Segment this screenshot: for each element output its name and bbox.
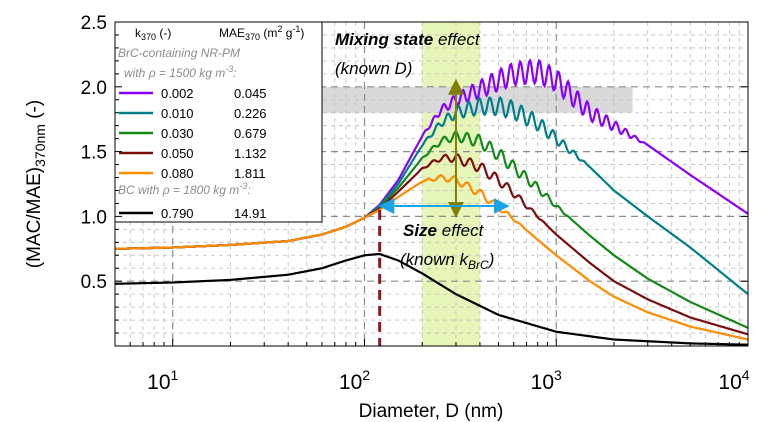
legend-col2-header-suffix: (m [260, 26, 277, 40]
mixing-title-rest: effect [433, 30, 481, 49]
legend-col1-header-suffix: (-) [156, 26, 171, 40]
series-line-k-0.790 [115, 252, 748, 346]
y-tick-label: 1.0 [81, 207, 107, 228]
legend-col2-header-sup1: 2 [277, 24, 282, 34]
y-tick-label: 0.5 [81, 272, 107, 293]
size-title-bold: Size [403, 221, 437, 240]
size-subtitle-prefix: (known k [400, 250, 470, 269]
legend-mae-value: 1.132 [234, 146, 267, 161]
size-range-band [422, 22, 480, 346]
y-tick-label: 2.5 [81, 13, 107, 34]
series-line-k-0.080 [115, 174, 748, 341]
size-title-rest: effect [437, 221, 485, 240]
legend-k-value: 0.002 [161, 86, 194, 101]
y-axis-label: (MAC/MAE)370nm (-) [24, 100, 48, 268]
mixing-annotation: Mixing state effect (known D) [335, 30, 481, 218]
legend-group1-line2-prefix: with [124, 66, 149, 80]
svg-text:with ρ = 1500 kg m-3:: with ρ = 1500 kg m-3: [124, 64, 237, 80]
series-lines [115, 58, 748, 346]
legend-group2-end: : [247, 183, 250, 197]
y-tick-label: 2.0 [81, 78, 107, 99]
legend-group1-line1: BrC-containing NR-PM [118, 46, 240, 60]
legend-col2-header-sup2: -1 [292, 24, 300, 34]
y-axis-label-sub: 370nm [32, 124, 48, 167]
svg-text:BC with ρ = 1800 kg m-3:: BC with ρ = 1800 kg m-3: [118, 181, 251, 197]
x-tick-label: 101 [147, 367, 178, 394]
legend-group2-prefix: BC with [118, 183, 163, 197]
legend-mae-value: 0.045 [234, 86, 267, 101]
legend-group2-sup: -3 [239, 181, 247, 191]
size-subtitle-sub: BrC [468, 258, 489, 272]
legend-k-value: 0.030 [161, 126, 194, 141]
mixing-title-bold: Mixing state [335, 30, 433, 49]
x-axis-label: Diameter, D (nm) [359, 401, 504, 422]
legend-group1-line2-rest: = 1500 kg m [156, 66, 226, 80]
legend-mae-value: 0.226 [234, 106, 267, 121]
legend-col2-header-end: ) [300, 26, 304, 40]
y-axis-label-suffix: (-) [24, 100, 45, 124]
legend-mae-value: 14.91 [234, 206, 267, 221]
size-annotation: Size effect (known kBrC) [378, 198, 510, 272]
x-tick-label: 104 [718, 367, 749, 394]
legend-col1-header: k [135, 26, 142, 40]
size-subtitle-end: ) [487, 250, 495, 269]
legend-k-value: 0.050 [161, 146, 194, 161]
legend-col2-header-mid: g [282, 26, 292, 40]
y-tick-label: 1.5 [81, 143, 107, 164]
legend-k-value: 0.080 [161, 166, 194, 181]
mixing-subtitle: (known D) [335, 59, 412, 78]
svg-text:(known kBrC): (known kBrC) [400, 250, 494, 272]
legend-group1-line2-rho: ρ [148, 66, 156, 80]
y-axis-label-main: (MAC/MAE) [24, 167, 45, 268]
legend-group1-line2-sup: -3 [225, 64, 233, 74]
legend-k-value: 0.790 [161, 206, 194, 221]
legend-group1-line2-end: : [233, 66, 236, 80]
svg-text:k370 (-): k370 (-) [135, 26, 171, 42]
legend-col2-header: MAE [219, 26, 245, 40]
plot-frame [114, 21, 749, 347]
legend-mae-value: 1.811 [234, 166, 266, 181]
legend-col1-header-sub: 370 [141, 32, 156, 42]
legend: k370 (-) MAE370 (m2 g-1) BrC-containing … [114, 21, 323, 223]
legend-col2-header-sub: 370 [245, 32, 260, 42]
legend-mae-value: 0.679 [234, 126, 267, 141]
legend-k-value: 0.010 [161, 106, 194, 121]
x-tick-label: 102 [339, 367, 370, 394]
legend-group2-rho: ρ [162, 183, 170, 197]
svg-text:MAE370 (m2 g-1): MAE370 (m2 g-1) [219, 24, 304, 42]
legend-group2-rest: = 1800 kg m [170, 183, 240, 197]
x-tick-label: 103 [531, 367, 562, 394]
svg-text:Size effect: Size effect [403, 221, 485, 240]
svg-text:Mixing state effect: Mixing state effect [335, 30, 481, 49]
